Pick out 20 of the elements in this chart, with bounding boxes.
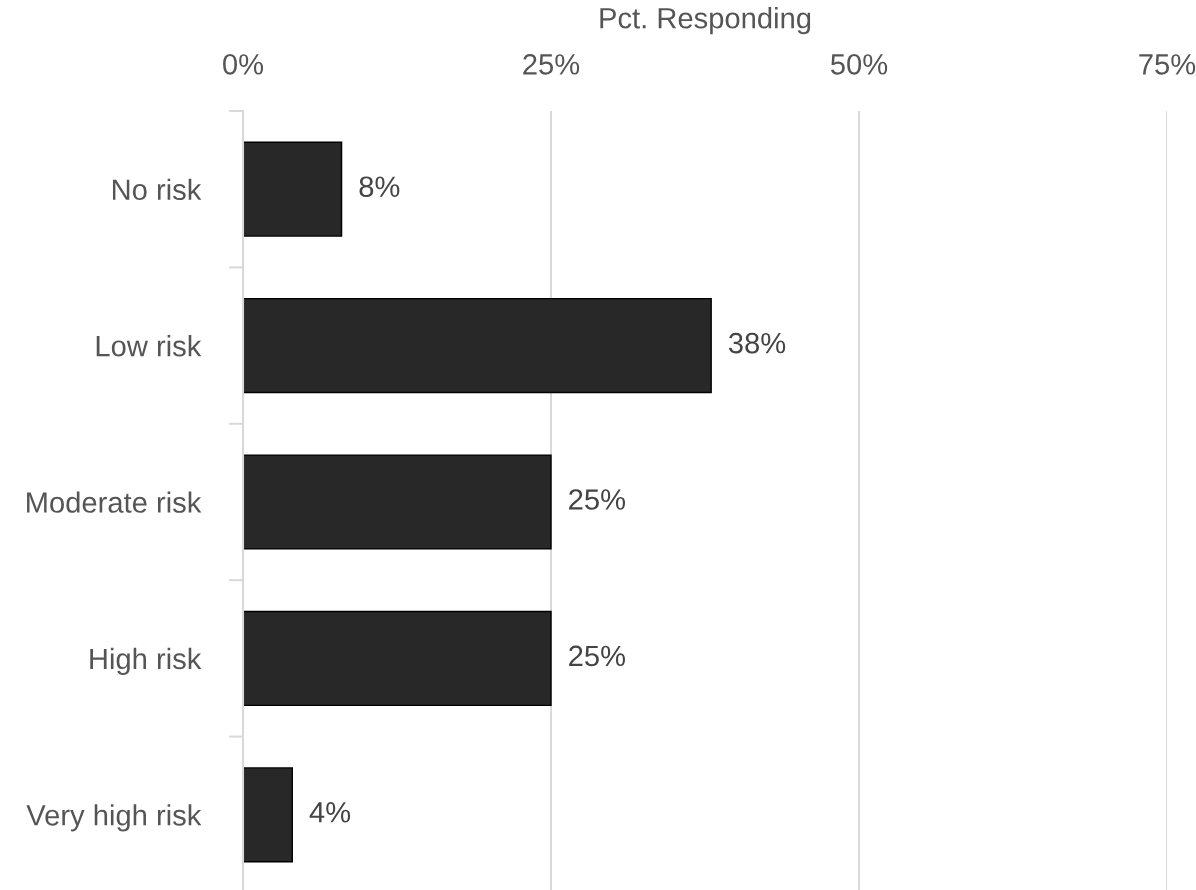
bar <box>243 454 552 550</box>
y-tick-label: Low risk <box>96 335 202 357</box>
x-tick-label: 0% <box>223 54 264 75</box>
x-axis-title: Pct. Responding <box>600 7 811 35</box>
x-tick-label: 75% <box>1139 54 1196 75</box>
data-label: 38% <box>728 332 786 354</box>
bar <box>243 297 712 394</box>
data-label: 4% <box>309 802 351 823</box>
y-tick-label: Moderate risk <box>27 491 202 513</box>
data-label: 8% <box>359 176 400 198</box>
y-tick-label: Very high risk <box>26 804 202 832</box>
data-label: 25% <box>569 645 626 667</box>
data-label: 25% <box>569 489 626 510</box>
x-tick-label: 50% <box>830 54 888 75</box>
y-tick-label: No risk <box>112 178 202 201</box>
x-tick-label: 25% <box>523 54 580 75</box>
bar <box>243 767 293 863</box>
bar <box>243 610 552 707</box>
bar <box>243 141 343 237</box>
y-tick-label: High risk <box>90 647 202 676</box>
